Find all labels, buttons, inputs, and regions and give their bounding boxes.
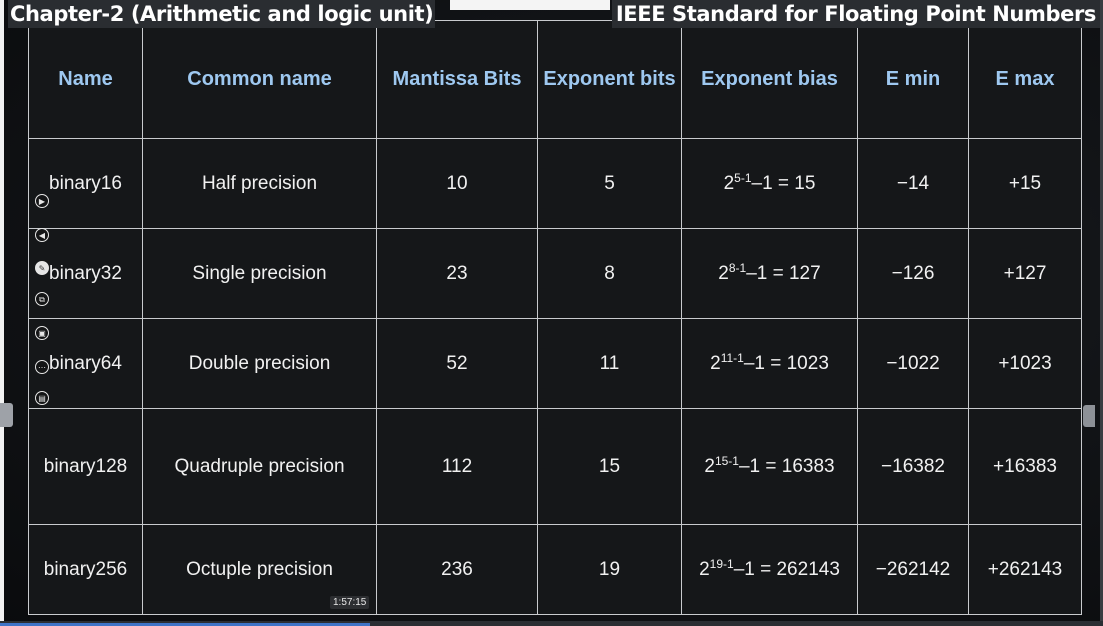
col-header-exponent-bias: Exponent bias: [681, 20, 858, 139]
bias-rest: –1 = 16383: [738, 455, 835, 477]
cell-e-min: −262142: [857, 524, 969, 615]
table-row: binary16 Half precision 10 5 25-1–1 = 15…: [28, 138, 1082, 229]
cell-exponent-bias: 211-1–1 = 1023: [681, 318, 858, 409]
cell-e-max: +15: [968, 138, 1082, 229]
right-panel-handle[interactable]: [1083, 405, 1095, 427]
cell-common-name: Quadruple precision: [142, 408, 377, 525]
col-header-exponent-bits: Exponent bits: [537, 20, 682, 139]
cell-e-min: −16382: [857, 408, 969, 525]
video-progress-track[interactable]: [0, 621, 1103, 626]
screen-icon[interactable]: ▣: [35, 326, 49, 340]
cell-mantissa-bits: 23: [376, 228, 538, 319]
cell-name: binary256: [28, 524, 143, 615]
cell-name: binary128: [28, 408, 143, 525]
cell-name: binary16: [28, 138, 143, 229]
timestamp-tooltip: 1:57:15: [330, 596, 370, 609]
pen-icon[interactable]: ✎: [35, 261, 49, 275]
bias-base: 2: [704, 455, 715, 477]
cell-common-name: Half precision: [142, 138, 377, 229]
bias-base: 2: [723, 172, 735, 194]
cell-e-min: −14: [857, 138, 969, 229]
cell-name: binary32: [28, 228, 143, 319]
cell-exponent-bits: 19: [537, 524, 682, 615]
col-header-name: Name: [28, 20, 143, 139]
cell-exponent-bias: 28-1–1 = 127: [681, 228, 858, 319]
cell-exponent-bits: 15: [537, 408, 682, 525]
table-row: binary128 Quadruple precision 112 15 215…: [28, 408, 1082, 525]
table-row: binary64 Double precision 52 11 211-1–1 …: [28, 318, 1082, 409]
caption-icon[interactable]: ▤: [35, 391, 49, 405]
col-header-e-max: E max: [968, 20, 1082, 139]
cell-exponent-bits: 8: [537, 228, 682, 319]
table-row: binary32 Single precision 23 8 28-1–1 = …: [28, 228, 1082, 319]
table-header-row: Name Common name Mantissa Bits Exponent …: [28, 20, 1082, 139]
ieee-float-table: Name Common name Mantissa Bits Exponent …: [28, 20, 1082, 615]
bias-exponent: 8-1: [728, 260, 747, 275]
bias-base: 2: [718, 262, 729, 284]
cell-mantissa-bits: 112: [376, 408, 538, 525]
bias-exponent: 11-1: [720, 350, 744, 365]
slide-title: IEEE Standard for Floating Point Numbers: [611, 0, 1100, 28]
frame-edge-left: [0, 0, 4, 626]
bias-base: 2: [710, 352, 721, 374]
bias-exponent: 19-1: [709, 556, 734, 571]
cell-common-name: Double precision: [142, 318, 377, 409]
col-header-common-name: Common name: [142, 20, 377, 139]
bias-exponent: 5-1: [734, 170, 752, 185]
left-panel-handle[interactable]: [0, 403, 13, 427]
col-header-e-min: E min: [857, 20, 969, 139]
bias-base: 2: [699, 558, 710, 580]
cell-e-max: +262143: [968, 524, 1082, 615]
copy-icon[interactable]: ⧉: [35, 292, 49, 306]
table-row: binary256 Octuple precision 236 19 219-1…: [28, 524, 1082, 615]
cell-exponent-bias: 215-1–1 = 16383: [681, 408, 858, 525]
col-header-mantissa-bits: Mantissa Bits: [376, 20, 538, 139]
play-icon[interactable]: ▶: [35, 194, 49, 208]
cell-mantissa-bits: 52: [376, 318, 538, 409]
cell-mantissa-bits: 236: [376, 524, 538, 615]
bias-rest: –1 = 127: [746, 262, 821, 284]
frame-edge-right: [1100, 0, 1103, 626]
cell-e-min: −126: [857, 228, 969, 319]
bias-rest: –1 = 15: [751, 172, 816, 194]
cell-e-max: +1023: [968, 318, 1082, 409]
bias-rest: –1 = 262143: [733, 558, 840, 580]
cell-exponent-bits: 5: [537, 138, 682, 229]
chapter-title: Chapter-2 (Arithmetic and logic unit): [8, 0, 436, 28]
more-icon[interactable]: ⋯: [35, 360, 49, 374]
cell-exponent-bits: 11: [537, 318, 682, 409]
video-progress-fill[interactable]: [0, 623, 370, 626]
top-divider: [450, 0, 610, 10]
cell-e-max: +127: [968, 228, 1082, 319]
cell-e-min: −1022: [857, 318, 969, 409]
bias-rest: –1 = 1023: [743, 352, 829, 374]
cell-mantissa-bits: 10: [376, 138, 538, 229]
bias-exponent: 15-1: [714, 453, 739, 468]
cell-e-max: +16383: [968, 408, 1082, 525]
cell-common-name: Single precision: [142, 228, 377, 319]
cell-exponent-bias: 219-1–1 = 262143: [681, 524, 858, 615]
cell-exponent-bias: 25-1–1 = 15: [681, 138, 858, 229]
rewind-icon[interactable]: ◀: [35, 228, 49, 242]
